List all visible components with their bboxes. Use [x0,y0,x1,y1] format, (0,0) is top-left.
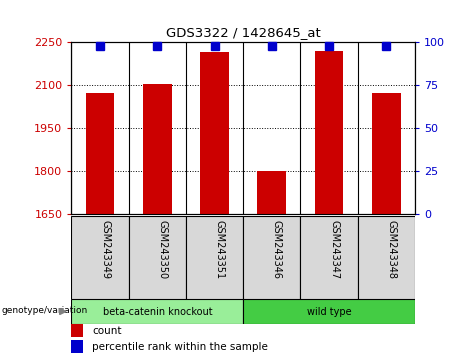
Bar [243,216,301,299]
Text: GSM243348: GSM243348 [386,220,396,279]
Bar [258,171,286,214]
Bar [243,299,415,324]
Bar [186,216,243,299]
Title: GDS3322 / 1428645_at: GDS3322 / 1428645_at [166,25,320,39]
Bar [301,216,358,299]
Text: GSM243350: GSM243350 [157,220,167,279]
Bar [358,216,415,299]
Bar [71,216,129,299]
Bar [86,92,114,214]
Bar [71,324,83,337]
Text: beta-catenin knockout: beta-catenin knockout [102,307,212,316]
Text: GSM243347: GSM243347 [329,220,339,279]
Text: percentile rank within the sample: percentile rank within the sample [92,342,268,352]
Text: genotype/variation: genotype/variation [1,306,88,315]
Text: count: count [92,326,122,336]
Bar [129,216,186,299]
Text: wild type: wild type [307,307,351,316]
Bar [372,92,401,214]
Text: GSM243351: GSM243351 [214,220,225,279]
Text: GSM243346: GSM243346 [272,220,282,279]
Bar [200,52,229,214]
Bar [143,84,171,214]
Bar [71,340,83,353]
Bar [315,51,343,214]
Bar [71,299,243,324]
Text: GSM243349: GSM243349 [100,220,110,279]
